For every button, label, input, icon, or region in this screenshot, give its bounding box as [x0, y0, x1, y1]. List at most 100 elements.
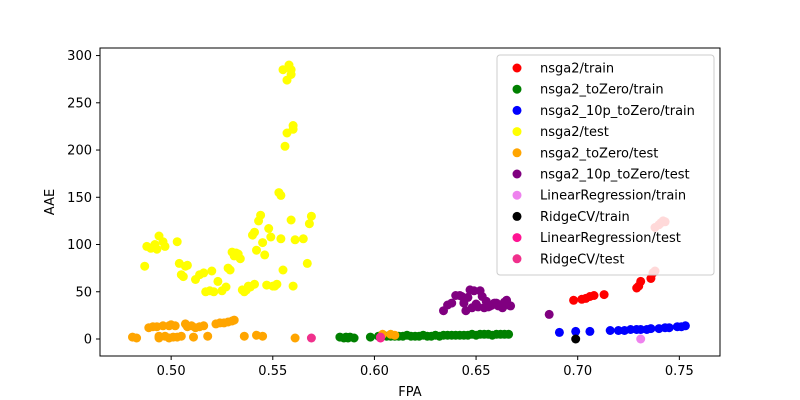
y-axis: 0 50 100 150 200 250 300: [67, 49, 100, 347]
data-point: [199, 268, 209, 278]
data-point: [288, 281, 298, 291]
legend-label: LinearRegression/test: [540, 231, 681, 246]
legend-box: [496, 54, 715, 276]
data-point: [264, 224, 274, 233]
legend-label: RidgeCV/test: [540, 252, 624, 267]
series-ridgecv-train: [571, 334, 581, 344]
data-point: [288, 121, 298, 130]
data-point: [213, 276, 223, 286]
data-point: [571, 326, 581, 336]
legend: nsga2/train nsga2_toZero/train nsga2_10p_t…: [496, 54, 715, 276]
data-point: [160, 241, 170, 251]
series-ridgecv-test: [306, 332, 385, 343]
data-point: [447, 298, 457, 308]
series-nsga2-tozero-test: [128, 315, 400, 343]
data-point: [140, 261, 150, 271]
data-point: [585, 326, 595, 336]
data-point: [589, 291, 599, 300]
data-point: [235, 254, 245, 264]
x-tick-label: 0.65: [462, 364, 491, 379]
data-point: [199, 321, 209, 331]
legend-label: LinearRegression/train: [540, 189, 686, 204]
data-point: [256, 210, 266, 220]
legend-label: nsga2_10p_toZero/test: [540, 168, 690, 183]
data-point: [258, 238, 268, 248]
data-point: [636, 276, 646, 286]
legend-marker: [512, 233, 522, 243]
legend-item: LinearRegression/test: [512, 231, 681, 246]
data-point: [276, 190, 286, 200]
legend-item: nsga2_toZero/train: [512, 83, 664, 98]
data-point: [349, 333, 359, 343]
legend-label: nsga2/test: [540, 125, 609, 140]
data-point: [376, 332, 385, 342]
data-point: [286, 215, 296, 225]
data-point: [152, 244, 162, 254]
data-point: [290, 333, 300, 343]
legend-item: nsga2_toZero/test: [512, 146, 658, 161]
y-tick-label: 100: [67, 238, 92, 253]
series-nsga2-10p-tozero-train: [554, 321, 690, 337]
data-point: [229, 315, 239, 325]
x-tick-label: 0.50: [157, 364, 186, 379]
y-tick-label: 300: [67, 49, 92, 64]
legend-item: nsga2/train: [512, 62, 614, 77]
data-point: [571, 334, 581, 344]
data-point: [172, 237, 182, 247]
data-point: [544, 309, 554, 319]
legend-label: nsga2/train: [540, 62, 614, 77]
data-point: [286, 70, 296, 79]
data-point: [463, 292, 473, 302]
data-point: [569, 295, 579, 305]
data-point: [239, 331, 249, 341]
x-axis-label: FPA: [398, 385, 421, 400]
data-point: [554, 327, 564, 337]
y-tick-label: 200: [67, 144, 92, 159]
data-point: [272, 279, 282, 289]
data-point: [170, 321, 180, 331]
legend-item: nsga2_10p_toZero/train: [512, 104, 695, 119]
data-point: [250, 227, 259, 237]
data-point: [132, 333, 142, 343]
x-tick-label: 0.75: [665, 364, 694, 379]
series-linearregression-train: [636, 334, 646, 344]
y-tick-label: 150: [67, 191, 92, 206]
legend-label: nsga2_toZero/test: [540, 146, 658, 161]
y-tick-label: 0: [84, 332, 92, 347]
data-point: [250, 279, 259, 289]
series-nsga2-tozero-train: [335, 329, 514, 343]
legend-marker: [512, 63, 522, 73]
x-tick-label: 0.60: [360, 364, 389, 379]
legend-label: nsga2_10p_toZero/train: [540, 104, 695, 119]
x-axis: 0.50 0.55 0.60 0.65 0.70 0.75: [157, 356, 694, 379]
data-point: [302, 258, 312, 268]
data-point: [504, 329, 514, 339]
legend-marker: [512, 127, 522, 137]
legend-item: RidgeCV/test: [512, 252, 624, 267]
data-point: [258, 331, 268, 341]
legend-item: RidgeCV/train: [512, 210, 630, 225]
legend-marker: [512, 169, 522, 179]
data-point: [605, 326, 615, 335]
y-axis-label: AAE: [43, 189, 58, 215]
legend-item: nsga2_10p_toZero/test: [512, 168, 690, 183]
legend-marker: [512, 254, 522, 264]
data-point: [599, 290, 609, 300]
data-point: [664, 323, 674, 333]
data-point: [276, 234, 286, 244]
legend-marker: [512, 211, 522, 221]
data-point: [306, 333, 316, 343]
legend-item: nsga2/test: [512, 125, 609, 140]
data-point: [390, 330, 400, 340]
data-point: [207, 266, 217, 276]
legend-label: RidgeCV/train: [540, 210, 630, 225]
y-tick-label: 50: [75, 285, 92, 300]
data-point: [298, 234, 308, 244]
data-point: [252, 245, 261, 255]
data-point: [506, 301, 516, 311]
legend-marker: [512, 84, 522, 94]
data-point: [260, 250, 270, 260]
data-point: [203, 331, 213, 341]
data-point: [209, 287, 219, 297]
data-point: [178, 272, 188, 282]
